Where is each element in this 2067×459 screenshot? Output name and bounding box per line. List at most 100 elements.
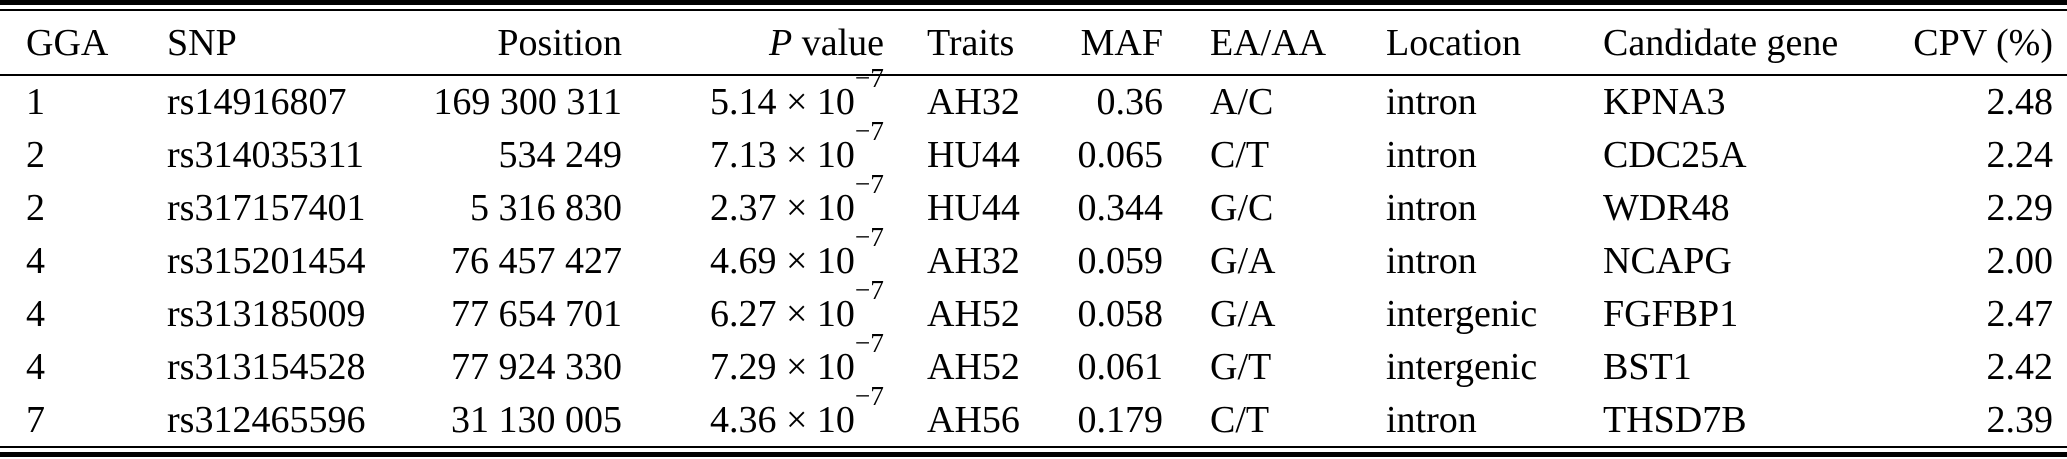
- cell-location: intron: [1386, 133, 1477, 176]
- cell-gga: 2: [26, 186, 45, 229]
- col-header-gga: GGA: [0, 11, 144, 76]
- cell-ea-aa: C/T: [1210, 398, 1270, 441]
- cell-cpv-percent: 2.48: [1986, 81, 2054, 123]
- cell-ea-aa: G/A: [1210, 292, 1276, 335]
- table-row: 2 rs314035311 534 249 7.13 × 10−7 HU44 0.065 C…: [0, 117, 2067, 181]
- cell-maf: 0.179: [1077, 398, 1164, 441]
- cell-maf: 0.344: [1077, 186, 1164, 229]
- cell-snp: rs313185009: [167, 292, 366, 335]
- cell-candidate-gene: THSD7B: [1603, 398, 1747, 441]
- table-bottom-rule: [0, 446, 2067, 457]
- cell-candidate-gene: WDR48: [1603, 186, 1730, 229]
- table-row: 4 rs313185009 77 654 701 6.27 × 10−7 AH52 0.0…: [0, 276, 2067, 340]
- p-value-mantissa: 4.69 × 10: [709, 239, 855, 282]
- cell-maf: 0.059: [1077, 239, 1164, 282]
- cell-position: 76 457 427: [451, 239, 622, 282]
- p-value-exponent: −7: [854, 63, 884, 94]
- cell-maf: 0.36: [1096, 81, 1164, 123]
- col-header-cpv-percent: CPV (%): [1880, 11, 2067, 76]
- cell-location: intergenic: [1386, 292, 1538, 335]
- cell-traits: AH32: [927, 81, 1020, 123]
- cell-location: intron: [1386, 398, 1477, 441]
- p-value-header-rest: value: [792, 21, 884, 64]
- cell-position: 31 130 005: [451, 398, 622, 441]
- cell-snp: rs315201454: [167, 239, 366, 282]
- cell-candidate-gene: KPNA3: [1603, 81, 1726, 123]
- cell-maf: 0.058: [1077, 292, 1164, 335]
- col-header-maf: MAF: [1047, 11, 1166, 76]
- col-header-traits: Traits: [886, 11, 1047, 76]
- cell-gga: 2: [26, 133, 45, 176]
- cell-snp: rs313154528: [167, 345, 366, 388]
- col-header-position: Position: [430, 11, 626, 76]
- table-header: GGA SNP Position P value Traits MAF EA/A…: [0, 11, 2067, 76]
- cell-ea-aa: C/T: [1210, 133, 1270, 176]
- cell-position: 169 300 311: [433, 81, 622, 123]
- cell-p-value: 4.69 × 10−7: [626, 223, 886, 287]
- cell-location: intron: [1386, 81, 1477, 123]
- cell-gga: 4: [26, 239, 45, 282]
- cell-p-value: 2.37 × 10−7: [626, 170, 886, 234]
- cell-traits: HU44: [927, 133, 1020, 176]
- cell-snp: rs14916807: [167, 81, 347, 123]
- table-header-row: GGA SNP Position P value Traits MAF EA/A…: [0, 11, 2067, 76]
- p-value-header-italic: P: [768, 21, 793, 64]
- cell-maf: 0.065: [1077, 133, 1164, 176]
- cell-ea-aa: G/C: [1210, 186, 1274, 229]
- table-row: 4 rs315201454 76 457 427 4.69 × 10−7 AH32 0.0…: [0, 223, 2067, 287]
- cell-snp: rs317157401: [167, 186, 366, 229]
- col-header-ea-aa: EA/AA: [1166, 11, 1330, 76]
- p-value-exponent: −7: [854, 115, 884, 146]
- cell-maf: 0.061: [1077, 345, 1164, 388]
- p-value-mantissa: 7.13 × 10: [709, 133, 855, 176]
- cell-cpv-percent: 2.29: [1986, 186, 2054, 229]
- cell-p-value: 5.14 × 10−7: [626, 65, 886, 128]
- cell-gga: 4: [26, 345, 45, 388]
- table-row: 7 rs312465596 31 130 005 4.36 × 10−7 AH56 0.1…: [0, 382, 2067, 446]
- cell-p-value: 6.27 × 10−7: [626, 276, 886, 340]
- cell-gga: 7: [26, 398, 45, 441]
- cell-p-value: 7.13 × 10−7: [626, 117, 886, 181]
- cell-position: 534 249: [498, 133, 623, 176]
- col-header-p-value: P value: [626, 11, 886, 76]
- table-row: 1 rs14916807 169 300 311 5.14 × 10−7 AH32 0.3…: [0, 65, 2067, 128]
- table-top-rule: [0, 0, 2067, 11]
- p-value-mantissa: 4.36 × 10: [709, 398, 855, 441]
- p-value-exponent: −7: [854, 380, 884, 411]
- cell-candidate-gene: BST1: [1603, 345, 1692, 388]
- cell-p-value: 4.36 × 10−7: [626, 382, 886, 446]
- table-row: 2 rs317157401 5 316 830 2.37 × 10−7 HU44 0.34…: [0, 170, 2067, 234]
- cell-traits: HU44: [927, 186, 1020, 229]
- p-value-mantissa: 7.29 × 10: [709, 345, 855, 388]
- cell-ea-aa: G/A: [1210, 239, 1276, 282]
- cell-snp: rs312465596: [167, 398, 366, 441]
- cell-location: intron: [1386, 239, 1477, 282]
- table-row: 4 rs313154528 77 924 330 7.29 × 10−7 AH52 0.0…: [0, 329, 2067, 393]
- cell-gga: 4: [26, 292, 45, 335]
- p-value-exponent: −7: [854, 327, 884, 358]
- cell-position: 77 654 701: [451, 292, 622, 335]
- cell-ea-aa: A/C: [1210, 81, 1274, 123]
- cell-traits: AH32: [927, 239, 1020, 282]
- cell-location: intergenic: [1386, 345, 1538, 388]
- col-header-location: Location: [1330, 11, 1560, 76]
- cell-cpv-percent: 2.47: [1986, 292, 2054, 335]
- p-value-exponent: −7: [854, 274, 884, 305]
- cell-candidate-gene: FGFBP1: [1603, 292, 1739, 335]
- cell-position: 5 316 830: [470, 186, 622, 229]
- cell-gga: 1: [26, 81, 45, 123]
- cell-traits: AH52: [927, 292, 1020, 335]
- cell-cpv-percent: 2.24: [1986, 133, 2054, 176]
- cell-cpv-percent: 2.42: [1986, 345, 2054, 388]
- cell-location: intron: [1386, 186, 1477, 229]
- cell-traits: AH56: [927, 398, 1020, 441]
- p-value-exponent: −7: [854, 221, 884, 252]
- p-value-mantissa: 6.27 × 10: [709, 292, 855, 335]
- p-value-mantissa: 5.14 × 10: [709, 81, 855, 123]
- col-header-snp: SNP: [144, 11, 430, 76]
- cell-cpv-percent: 2.00: [1986, 239, 2054, 282]
- gwas-significant-snps-table: GGA SNP Position P value Traits MAF EA/A…: [0, 11, 2067, 446]
- p-value-mantissa: 2.37 × 10: [709, 186, 855, 229]
- cell-p-value: 7.29 × 10−7: [626, 329, 886, 393]
